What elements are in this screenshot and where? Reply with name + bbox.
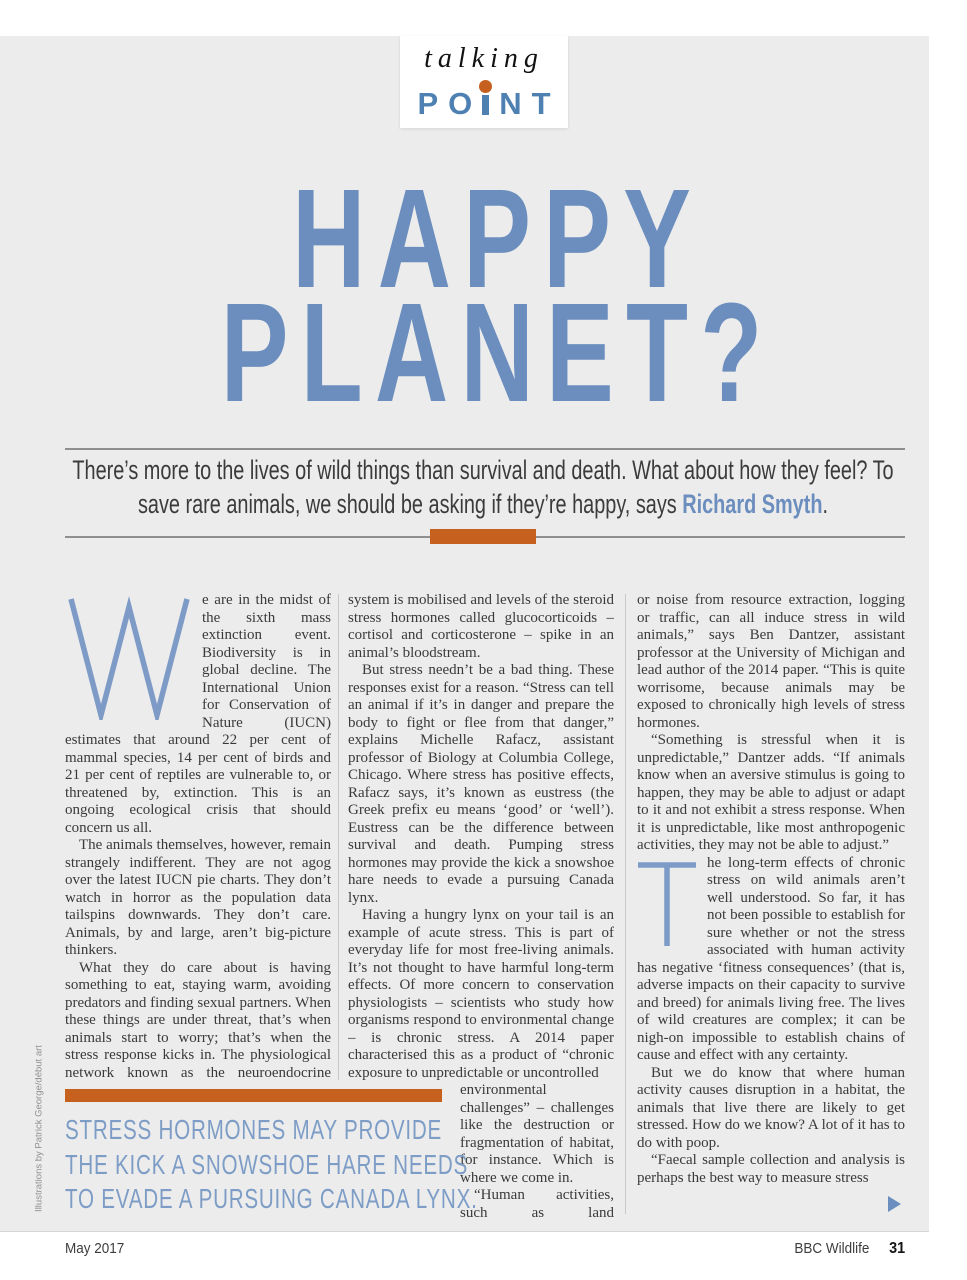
standfirst-rule-top	[65, 448, 905, 450]
paragraph-text: e are in the midst of the sixth mass ext…	[65, 592, 331, 836]
paragraph: “Something is stressful when it is unpre…	[637, 732, 905, 853]
paragraph: But stress needn’t be a bad thing. These…	[348, 662, 614, 906]
author-name: Richard Smyth	[682, 488, 823, 519]
magazine-page-background	[0, 36, 929, 1232]
article-column-1: e are in the midst of the sixth mass ext…	[65, 592, 331, 1082]
talking-point-logo: talking PO NT	[400, 36, 568, 128]
paragraph: But we do know that where human activity…	[637, 1064, 905, 1151]
pull-quote-line-3: TO EVADE A PURSUING CANADA LYNX.	[65, 1183, 478, 1214]
standfirst: There’s more to the lives of wild things…	[63, 454, 903, 521]
orange-dot-icon	[479, 79, 493, 93]
paragraph: system is mobilised and levels of the st…	[348, 592, 614, 661]
pull-quote-orange-bar	[65, 1089, 442, 1102]
illustration-credit: Illustrations by Patrick George/début ar…	[33, 1045, 45, 1212]
paragraph-text: he long-term effects of chronic stress o…	[637, 854, 905, 1064]
standfirst-period: .	[822, 488, 829, 519]
paragraph: “Faecal sample collection and analysis i…	[637, 1152, 905, 1186]
standfirst-text: There’s more to the lives of wild things…	[72, 455, 894, 519]
pull-quote: STRESS HORMONES MAY PROVIDE THE KICK A S…	[65, 1089, 478, 1217]
pull-quote-line-1: STRESS HORMONES MAY PROVIDE	[65, 1114, 443, 1145]
orange-accent-bar	[430, 529, 536, 544]
paragraph: What they do care about is having someth…	[65, 959, 331, 1081]
footer-issue-date: May 2017	[65, 1240, 125, 1257]
headline-line-1: HAPPY	[292, 159, 704, 317]
logo-point-text: PO NT	[400, 79, 568, 121]
headline-line-2: PLANET?	[220, 273, 775, 431]
paragraph: he long-term effects of chronic stress o…	[637, 855, 905, 1065]
drop-cap-t	[638, 861, 696, 946]
paragraph: e are in the midst of the sixth mass ext…	[65, 592, 331, 837]
logo-point-right: NT	[499, 85, 561, 121]
drop-cap-w	[68, 596, 190, 720]
logo-point-left: PO	[417, 85, 483, 121]
column-divider-1	[338, 594, 339, 1080]
paragraph: “Human activities, such as land developm…	[460, 1187, 614, 1224]
paragraph: or noise from resource extraction, loggi…	[637, 592, 905, 731]
continue-arrow-icon	[888, 1196, 901, 1212]
article-column-2: system is mobilised and levels of the st…	[348, 592, 614, 1224]
footer-magazine-name: BBC Wildlife	[794, 1240, 870, 1257]
wrapped-text-block: environmental challenges” – challenges l…	[460, 1082, 614, 1224]
logo-point-i-icon	[479, 79, 493, 115]
paragraph: Having a hungry lynx on your tail is an …	[348, 907, 614, 1081]
headline: HAPPY PLANET?	[82, 159, 901, 431]
paragraph: The animals themselves, however, remain …	[65, 837, 331, 958]
pull-quote-line-2: THE KICK A SNOWSHOE HARE NEEDS	[65, 1148, 468, 1180]
column-divider-2	[625, 594, 626, 1214]
logo-talking-text: talking	[424, 43, 544, 74]
pull-quote-text: STRESS HORMONES MAY PROVIDE THE KICK A S…	[65, 1113, 478, 1217]
footer-right: BBC Wildlife 31	[794, 1240, 905, 1258]
page-number: 31	[888, 1240, 905, 1257]
paragraph: environmental challenges” – challenges l…	[460, 1082, 614, 1186]
i-stem	[482, 94, 490, 115]
article-column-3: or noise from resource extraction, loggi…	[637, 592, 905, 1222]
